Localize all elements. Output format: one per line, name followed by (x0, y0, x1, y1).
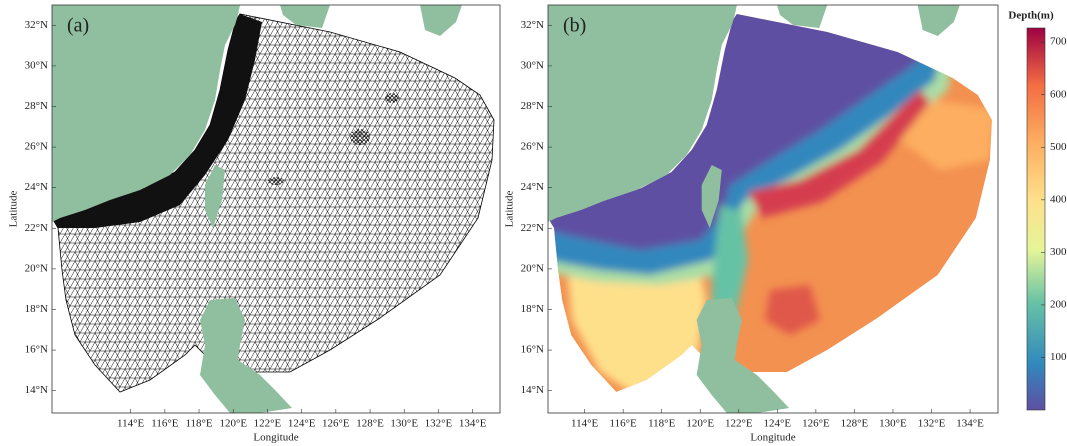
y-tick-label: 18°N (521, 303, 544, 315)
x-tick-label: 130°E (390, 418, 418, 430)
x-tick-label: 134°E (459, 418, 487, 430)
y-tick-label: 24°N (521, 181, 544, 193)
x-tick-label: 124°E (288, 418, 316, 430)
y-tick-label: 30°N (25, 59, 48, 71)
colorbar-tick-label: 7000 (1050, 36, 1067, 48)
y-tick-label: 30°N (521, 59, 544, 71)
colorbar-tick-label: 2000 (1050, 298, 1067, 310)
y-axis-label: Latitude (8, 191, 20, 228)
colorbar-tick-label: 3000 (1050, 246, 1067, 258)
land (420, 5, 462, 36)
map-area (545, 5, 995, 413)
x-axis-label: Longitude (253, 432, 298, 444)
x-tick-label: 116°E (610, 418, 637, 430)
y-tick-label: 18°N (25, 303, 48, 315)
y-tick-label: 32°N (25, 19, 48, 31)
panel-label: (b) (563, 15, 586, 37)
y-tick-label: 26°N (25, 141, 48, 153)
x-tick-label: 128°E (841, 418, 869, 430)
y-tick-label: 28°N (521, 100, 544, 112)
x-tick-label: 118°E (185, 418, 212, 430)
map-area (52, 5, 494, 413)
x-tick-label: 128°E (356, 418, 384, 430)
colorbar-title: Depth(m) (1008, 10, 1054, 22)
x-tick-label: 122°E (725, 418, 753, 430)
colorbar (1027, 28, 1045, 410)
x-tick-label: 126°E (322, 418, 350, 430)
map-panel: 114°E 116°E 118°E 120°E 122°E 124°E 126°E 128°E… (504, 5, 998, 444)
y-tick-label: 22°N (25, 222, 48, 234)
x-tick-label: 122°E (254, 418, 282, 430)
colorbar-tick-label: 5000 (1050, 141, 1067, 153)
y-axis-label: Latitude (504, 191, 516, 228)
land (918, 5, 960, 36)
colorbar-tick-label: 4000 (1050, 193, 1067, 205)
y-tick-label: 28°N (25, 100, 48, 112)
y-tick-label: 24°N (25, 181, 48, 193)
x-tick-label: 126°E (802, 418, 830, 430)
x-tick-label: 114°E (571, 418, 598, 430)
y-tick-label: 32°N (521, 19, 544, 31)
map-panel: 114°E 116°E 118°E 120°E 122°E 124°E 126°E 128°E… (8, 5, 500, 444)
x-tick-label: 120°E (219, 418, 247, 430)
x-tick-label: 132°E (918, 418, 946, 430)
x-tick-label: 132°E (425, 418, 453, 430)
x-tick-label: 114°E (117, 418, 144, 430)
y-tick-label: 20°N (25, 262, 48, 274)
figure: Depth(m) 1000 2000 3000 4000 5000 6000 7000 114°… (0, 0, 1067, 446)
x-tick-label: 134°E (956, 418, 984, 430)
dense-mesh (350, 129, 370, 145)
panel-label: (a) (67, 15, 89, 37)
y-tick-label: 16°N (521, 344, 544, 356)
y-tick-label: 26°N (521, 141, 544, 153)
y-tick-label: 16°N (25, 344, 48, 356)
x-tick-label: 130°E (879, 418, 907, 430)
dense-mesh (268, 177, 284, 185)
colorbar-tick-label: 6000 (1050, 88, 1067, 100)
y-tick-label: 20°N (521, 262, 544, 274)
x-tick-label: 118°E (648, 418, 675, 430)
dense-mesh (385, 93, 399, 103)
x-tick-label: 120°E (686, 418, 714, 430)
y-tick-label: 22°N (521, 222, 544, 234)
colorbar-tick-label: 1000 (1050, 351, 1067, 363)
x-tick-label: 116°E (151, 418, 178, 430)
y-tick-label: 14°N (521, 384, 544, 396)
y-tick-label: 14°N (25, 384, 48, 396)
x-axis-label: Longitude (750, 432, 795, 444)
x-tick-label: 124°E (764, 418, 792, 430)
